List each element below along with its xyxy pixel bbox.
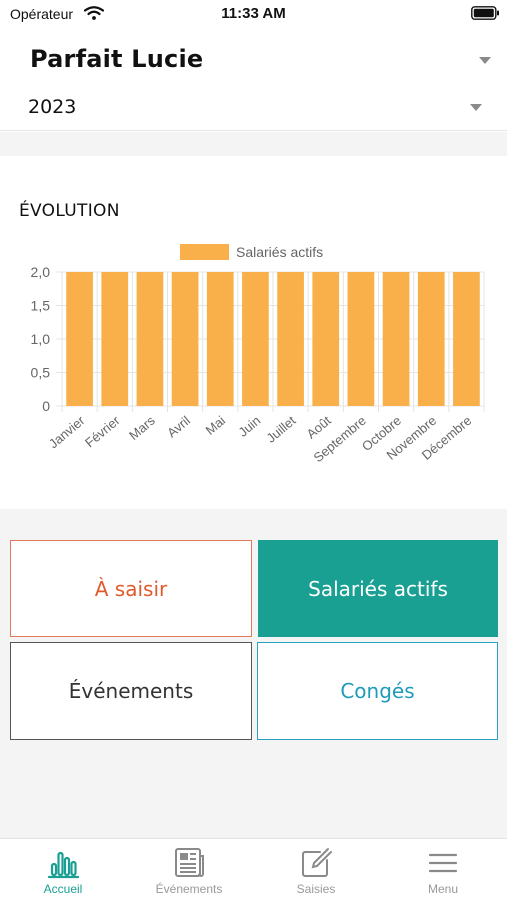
shortcut-grid: À saisir Salariés actifs Événements Cong…	[0, 509, 507, 839]
evolution-chart: Salariés actifs 0 0,5 1,0 1,5 2,0 JanvierFévri…	[31, 244, 485, 465]
carrier-label: Opérateur	[10, 6, 74, 22]
bar	[312, 272, 340, 406]
x-tick-label: Janvier	[46, 412, 88, 451]
tab-bar: Accueil Événements Saisies	[0, 838, 507, 900]
legend-label: Salariés actifs	[236, 244, 323, 260]
year-selector[interactable]: 2023	[0, 90, 507, 126]
menu-icon	[428, 853, 458, 873]
wifi-icon	[84, 6, 104, 20]
tab-saisies[interactable]: Saisies	[253, 839, 379, 900]
bar	[206, 272, 234, 406]
tab-evenements[interactable]: Événements	[126, 839, 252, 900]
y-tick-label: 1,5	[31, 298, 51, 314]
a-saisir-button[interactable]: À saisir	[10, 540, 252, 637]
bar	[347, 272, 375, 406]
x-tick-label: Février	[82, 412, 123, 450]
bar	[417, 272, 445, 406]
newspaper-icon	[175, 848, 204, 877]
y-tick-label: 0,5	[31, 365, 51, 381]
battery-icon	[471, 6, 499, 20]
chevron-down-icon	[479, 57, 491, 64]
employee-name: Parfait Lucie	[30, 45, 204, 73]
tab-menu[interactable]: Menu	[380, 839, 506, 900]
evenements-button[interactable]: Événements	[10, 642, 252, 740]
tab-label: Accueil	[43, 882, 83, 896]
tab-accueil[interactable]: Accueil	[0, 839, 126, 900]
tab-label: Événements	[155, 882, 223, 896]
bar	[277, 272, 304, 406]
x-tick-label: Juin	[235, 413, 263, 440]
bar	[242, 272, 269, 406]
x-tick-label: Mars	[126, 412, 158, 442]
bar	[171, 272, 199, 406]
y-tick-label: 1,0	[31, 331, 51, 347]
employee-selector[interactable]: Parfait Lucie	[0, 40, 507, 80]
chevron-down-icon	[470, 104, 482, 111]
x-tick-label: Avril	[164, 413, 193, 441]
chart-title: ÉVOLUTION	[19, 201, 120, 221]
evolution-card: ÉVOLUTION Salariés actifs 0 0,5 1,0 1,5 2,0 Ja…	[0, 156, 507, 509]
clock: 11:33 AM	[221, 5, 286, 22]
x-tick-label: Juillet	[263, 413, 298, 446]
y-tick-label: 2,0	[31, 264, 51, 280]
section-divider	[0, 132, 507, 156]
header: Parfait Lucie 2023	[0, 28, 507, 131]
bar	[101, 272, 129, 406]
x-tick-label: Mai	[202, 413, 228, 438]
salaries-actifs-button[interactable]: Salariés actifs	[258, 540, 498, 637]
year-value: 2023	[28, 96, 77, 118]
tab-label: Menu	[427, 882, 459, 896]
bar-chart-icon	[47, 851, 80, 879]
bar	[453, 272, 480, 406]
legend-swatch	[180, 244, 229, 260]
bar	[382, 272, 410, 406]
bar	[136, 272, 164, 406]
tab-label: Saisies	[296, 882, 336, 896]
bar	[66, 272, 93, 406]
status-bar: Opérateur 11:33 AM	[0, 0, 507, 28]
conges-button[interactable]: Congés	[257, 642, 498, 740]
edit-icon	[302, 848, 332, 877]
y-tick-label: 0	[42, 398, 50, 414]
